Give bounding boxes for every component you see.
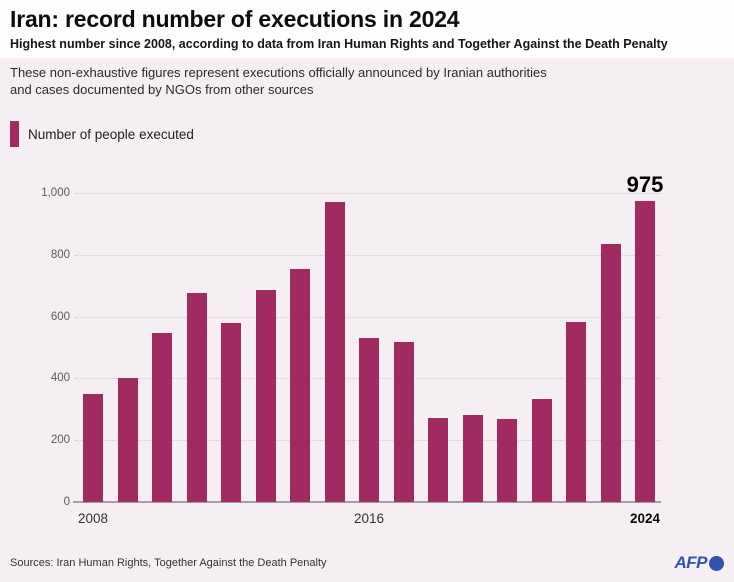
afp-logo-text: AFP [674,553,708,572]
y-tick-label: 400 [50,372,70,385]
bar-2010 [152,333,172,502]
bar-2019 [462,415,483,502]
description-line-1: These non-exhaustive figures represent e… [10,65,547,80]
description-line-2: and cases documented by NGOs from other … [10,82,314,97]
x-tick-label-2008: 2008 [77,511,109,526]
description: These non-exhaustive figures represent e… [10,64,547,98]
header: Iran: record number of executions in 202… [0,0,734,58]
y-tick-label: 200 [50,434,70,447]
sources-text: Sources: Iran Human Rights, Together Aga… [10,557,327,569]
bar-2012 [221,322,241,502]
bar-2008 [83,393,103,502]
bar-2021 [531,399,552,502]
gridline-600 [75,316,661,318]
gridline-1000 [75,193,661,194]
bar-2013 [255,289,276,502]
y-tick-label: 1,000 [41,187,70,199]
bar-chart: 0 200 400 600 800 1,000 2008 2016 2024 975 [0,160,734,542]
y-tick-label: 800 [50,248,70,261]
footer: Sources: Iran Human Rights, Together Aga… [0,548,734,578]
x-tick-label-2016: 2016 [353,511,385,526]
bar-2020 [497,419,517,502]
subtitle: Highest number since 2008, according to … [10,37,668,51]
bar-2018 [428,417,448,502]
bar-2022 [566,322,586,502]
bar-value-annotation: 975 [626,171,664,197]
legend-swatch-icon [10,121,19,147]
bar-2016 [359,338,379,502]
x-tick-label-2024: 2024 [629,511,661,526]
x-axis-line [73,501,661,503]
legend-label: Number of people executed [28,126,194,142]
bar-2015 [324,201,345,502]
bar-2011 [186,293,207,502]
bar-2014 [290,269,310,502]
bar-2023 [600,244,621,502]
y-tick-label: 600 [50,310,70,323]
legend: Number of people executed [10,121,194,147]
bar-2009 [117,377,138,502]
page-title: Iran: record number of executions in 202… [10,6,460,32]
y-tick-label: 0 [63,496,70,508]
bar-2017 [393,342,414,502]
gridline-800 [75,254,661,256]
bar-2024 [635,200,655,502]
afp-logo: AFP [674,553,724,573]
afp-globe-icon [709,555,724,571]
